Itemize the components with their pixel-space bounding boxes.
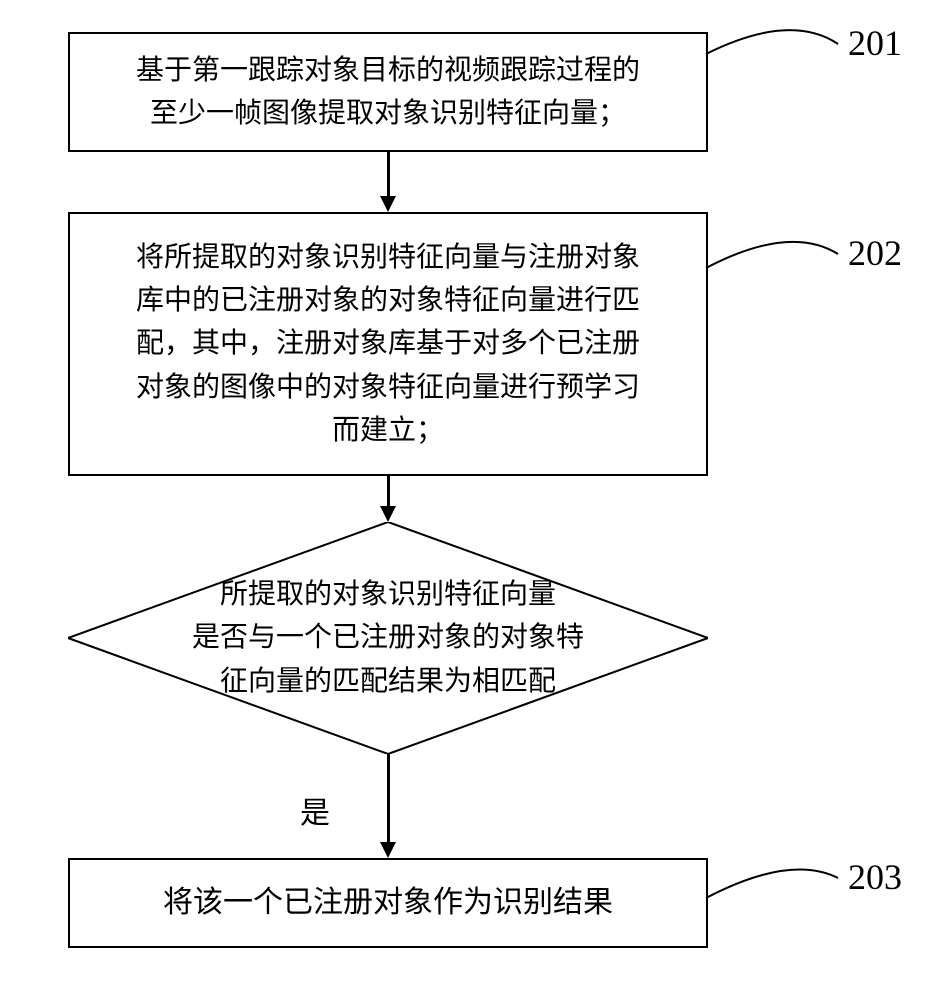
step-label-203-text: 203 bbox=[848, 857, 902, 897]
step-label-203: 203 bbox=[848, 856, 902, 898]
connector-203 bbox=[0, 0, 944, 1000]
flowchart-canvas: 基于第一跟踪对象目标的视频跟踪过程的至少一帧图像提取对象识别特征向量； 201 … bbox=[0, 0, 944, 1000]
